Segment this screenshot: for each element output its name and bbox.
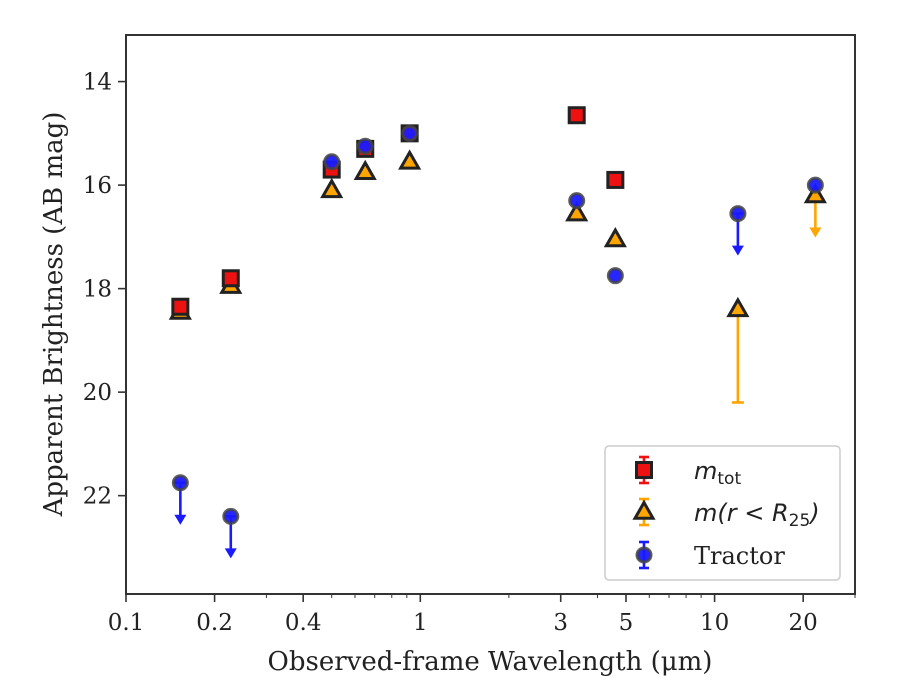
marks-layer — [168, 106, 827, 559]
legend-marker — [635, 546, 653, 564]
data-point — [171, 297, 190, 316]
data-point — [320, 177, 344, 199]
y-tick-label: 22 — [83, 484, 112, 510]
series-markers-m-r-r-25- — [168, 149, 827, 320]
legend-label: Tractor — [694, 542, 785, 570]
data-point — [356, 137, 374, 155]
y-tick-label: 18 — [83, 277, 112, 303]
upper-limit-arrow-head — [174, 514, 187, 525]
x-tick-label: 10 — [700, 610, 729, 636]
data-point — [565, 201, 589, 222]
upper-limit-arrow-head — [731, 245, 744, 256]
x-tick-label: 0.1 — [108, 610, 145, 636]
series-m-r-r-25- — [731, 194, 822, 404]
data-point — [603, 226, 627, 248]
x-tick-label: 1 — [413, 610, 428, 636]
y-axis-label: Apparent Brightness (AB mag) — [39, 112, 69, 518]
upper-limit-arrow-head — [224, 548, 237, 559]
legend-marker — [635, 461, 653, 479]
y-tick-label: 14 — [83, 70, 112, 96]
plot-frame — [125, 34, 856, 595]
data-point — [806, 176, 824, 194]
data-point — [606, 267, 624, 285]
data-point — [803, 182, 827, 204]
series-markers-tractor — [171, 124, 824, 525]
data-point — [171, 474, 189, 492]
data-point — [221, 269, 240, 288]
data-point — [726, 296, 750, 318]
data-point — [401, 124, 419, 142]
data-point — [568, 192, 586, 210]
x-tick-label: 20 — [789, 610, 818, 636]
y-tick-label: 16 — [83, 173, 112, 199]
series-markers-m-tot — [171, 106, 625, 316]
legend-box — [604, 445, 841, 581]
x-tick-label: 5 — [619, 610, 634, 636]
legend-label: mtot — [694, 457, 741, 489]
x-tick-label: 0.4 — [285, 610, 322, 636]
x-tick-label: 3 — [553, 610, 568, 636]
legend-marker — [632, 499, 656, 520]
data-point — [353, 159, 377, 180]
legend-label: m(r < R25) — [694, 499, 820, 531]
data-point — [729, 205, 747, 223]
data-point — [323, 153, 341, 171]
data-point — [398, 149, 422, 170]
legend: mtot m(r < R25) Tractor — [604, 445, 841, 581]
data-point — [567, 106, 586, 125]
data-point — [606, 170, 625, 189]
y-tick-label: 20 — [83, 380, 112, 406]
upper-limit-arrow-head — [809, 227, 822, 238]
data-point — [222, 507, 240, 525]
axes-layer: 0.1 0.2 0.4 1 3 5 10 20 14 16 18 20 22 — [83, 70, 856, 636]
x-axis-label: Observed-frame Wavelength (μm) — [268, 647, 713, 677]
x-tick-label: 0.2 — [196, 610, 233, 636]
